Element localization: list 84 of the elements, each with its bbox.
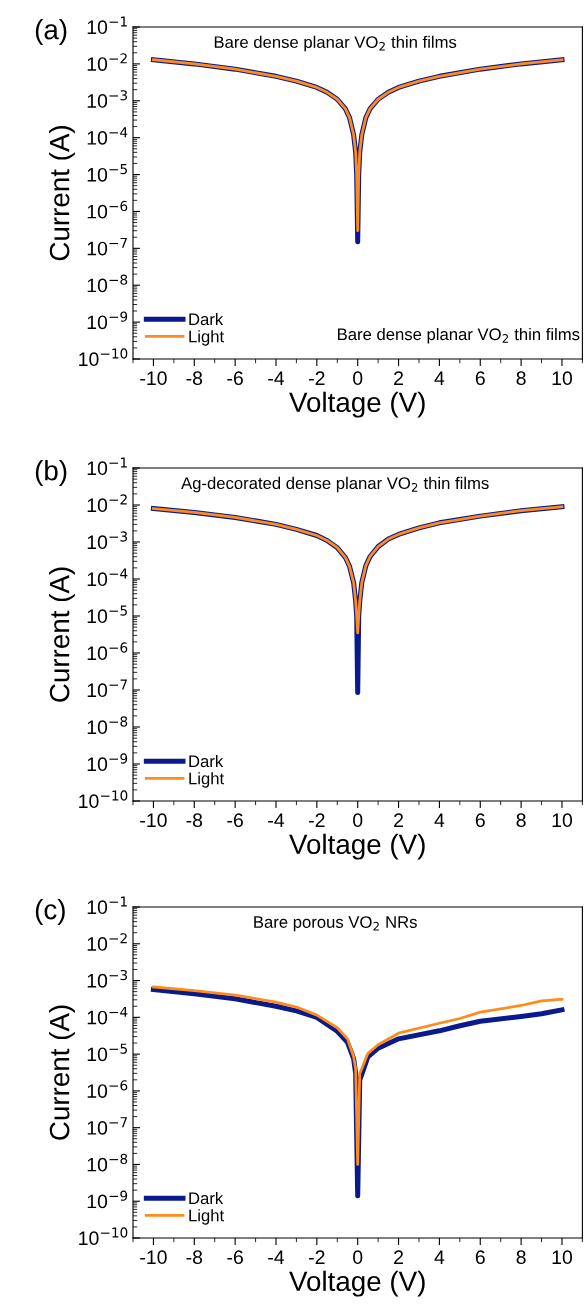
x-axis-title: Voltage (V) <box>289 391 425 418</box>
y-tick-label: 10$^{−4}$ <box>87 568 128 587</box>
legend-label: Light <box>189 1209 225 1225</box>
x-tick-label: 6 <box>475 1250 485 1265</box>
y-tick-label: 10$^{−5}$ <box>87 1043 127 1062</box>
x-tick-label: 0 <box>353 1250 363 1265</box>
y-tick-label: 10$^{−7}$ <box>87 237 127 256</box>
y-tick-label: 10$^{−8}$ <box>87 716 128 735</box>
legend-label: Dark <box>189 754 224 768</box>
x-tick-label: 10 <box>552 813 573 828</box>
x-tick-label: 10 <box>552 1250 573 1265</box>
line-series <box>152 505 564 635</box>
y-tick-label: 10$^{−7}$ <box>87 1117 127 1135</box>
x-tick-label: -10 <box>140 1250 167 1265</box>
x-tick-label: -8 <box>186 1250 203 1265</box>
y-tick-label: 10$^{−6}$ <box>87 642 128 661</box>
x-tick-label: -6 <box>227 371 243 386</box>
x-tick-label: -4 <box>268 371 285 385</box>
x-tick-label: -2 <box>309 813 325 827</box>
y-tick-label: 10$^{−7}$ <box>87 679 127 698</box>
chart-title: (a) <box>35 19 67 45</box>
x-tick-label: -10 <box>140 813 167 828</box>
x-tick-label: 8 <box>516 1250 526 1265</box>
legend-label: Dark <box>189 312 224 326</box>
y-tick-label: 10$^{−9}$ <box>87 753 128 772</box>
x-tick-label: -2 <box>309 1250 325 1264</box>
y-axis-title: Current (A) <box>49 567 75 702</box>
y-tick-label: 10$^{−5}$ <box>87 605 127 624</box>
annotation: Bare dense planar VO$_{2}$ thin films <box>214 35 457 52</box>
y-tick-label: 10$^{−9}$ <box>87 1190 128 1209</box>
y-tick-label: 10$^{−2}$ <box>87 53 127 71</box>
annotation: Bare dense planar VO$_{2}$ thin films <box>338 327 580 344</box>
y-tick-label: 10$^{−8}$ <box>87 274 128 293</box>
y-tick-label: 10$^{−5}$ <box>87 164 127 182</box>
x-axis-title: Voltage (V) <box>289 833 425 860</box>
y-axis-title: Current (A) <box>49 1005 75 1140</box>
y-tick-label: 10$^{−3}$ <box>87 90 128 108</box>
legend-label: Dark <box>189 1191 224 1205</box>
x-tick-label: -8 <box>186 371 203 386</box>
y-tick-label: 10$^{−2}$ <box>87 933 127 951</box>
y-axis-title: Current (A) <box>49 126 75 261</box>
x-tick-label: -6 <box>227 813 243 828</box>
annotation: Ag-decorated dense planar VO$_{2}$ thin films <box>181 476 489 493</box>
x-tick-label: 2 <box>394 813 403 827</box>
x-tick-label: 8 <box>516 813 526 828</box>
x-tick-label: -2 <box>309 371 325 385</box>
x-tick-label: 6 <box>475 813 485 828</box>
y-tick-label: 10$^{−1}$ <box>87 16 127 35</box>
x-tick-label: 2 <box>394 371 403 385</box>
y-tick-label: 10$^{−10}$ <box>79 348 128 367</box>
x-tick-label: 4 <box>434 813 445 827</box>
legend-label: Light <box>189 330 225 346</box>
annotation: Bare porous VO$_{2}$ NRs <box>254 916 417 932</box>
x-tick-label: 8 <box>516 371 526 386</box>
y-tick-label: 10$^{−3}$ <box>87 969 128 988</box>
y-tick-label: 10$^{−10}$ <box>79 1227 128 1246</box>
x-tick-label: 4 <box>434 1250 445 1264</box>
chart-title: (c) <box>35 899 65 925</box>
x-tick-label: 0 <box>353 371 363 386</box>
x-tick-label: -6 <box>227 1250 243 1265</box>
line-series <box>152 985 564 1166</box>
x-tick-label: 4 <box>434 371 445 385</box>
y-tick-label: 10$^{−9}$ <box>87 311 128 330</box>
y-tick-label: 10$^{−4}$ <box>87 1006 128 1025</box>
y-tick-label: 10$^{−2}$ <box>87 494 127 513</box>
x-tick-label: 0 <box>353 813 363 828</box>
x-tick-label: 2 <box>394 1250 403 1264</box>
y-tick-label: 10$^{−1}$ <box>87 457 127 476</box>
y-tick-label: 10$^{−8}$ <box>87 1153 128 1172</box>
y-tick-label: 10$^{−1}$ <box>87 896 127 915</box>
y-tick-label: 10$^{−3}$ <box>87 531 128 550</box>
chart-title: (b) <box>35 460 67 486</box>
x-tick-label: -10 <box>140 371 167 386</box>
x-tick-label: -4 <box>268 1250 285 1264</box>
y-tick-label: 10$^{−10}$ <box>79 790 128 809</box>
x-axis-title: Voltage (V) <box>289 1270 425 1297</box>
legend-label: Light <box>189 772 225 788</box>
x-tick-label: 6 <box>475 371 485 386</box>
y-tick-label: 10$^{−6}$ <box>87 1080 128 1098</box>
y-tick-label: 10$^{−6}$ <box>87 200 128 219</box>
x-tick-label: -4 <box>268 813 285 827</box>
x-tick-label: -8 <box>186 813 203 828</box>
x-tick-label: 10 <box>552 371 573 386</box>
y-tick-label: 10$^{−4}$ <box>87 127 128 145</box>
